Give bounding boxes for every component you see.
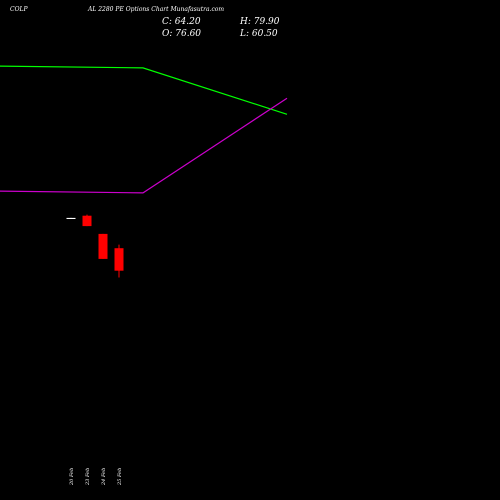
indicator-line-1	[0, 65, 288, 115]
candles	[66, 214, 124, 278]
candle-body	[114, 248, 124, 271]
chart-title: AL 2280 PE Options Chart Munafasutra.com	[87, 6, 224, 13]
candle-body	[82, 215, 92, 227]
open-value: O: 76.60	[162, 29, 201, 39]
chart-symbol: COLP	[10, 6, 28, 13]
candle	[82, 214, 92, 227]
high-value: H: 79.90	[239, 17, 280, 27]
x-axis-labels: 20 Feb 23 Feb 24 Feb 25 Feb	[69, 468, 123, 486]
indicator-line-2	[0, 97, 288, 194]
candle	[114, 244, 124, 278]
candle-body	[66, 217, 76, 219]
candle-body	[98, 233, 108, 259]
indicator-lines	[0, 65, 288, 194]
x-tick-label: 24 Feb	[101, 468, 107, 486]
x-tick-label: 25 Feb	[117, 468, 123, 486]
x-tick-label: 23 Feb	[85, 468, 91, 486]
candle	[66, 217, 76, 219]
close-value: C: 64.20	[162, 17, 201, 27]
x-tick-label: 20 Feb	[69, 468, 75, 486]
candle	[98, 233, 108, 259]
low-value: L: 60.50	[239, 29, 278, 39]
